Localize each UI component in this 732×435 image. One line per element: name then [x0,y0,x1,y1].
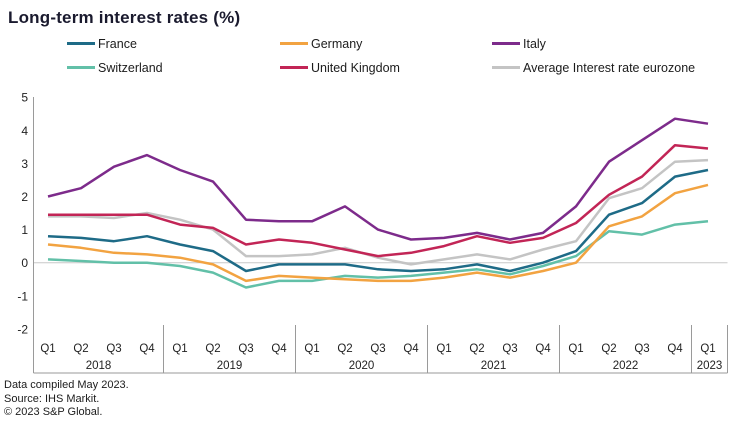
legend-label: Italy [523,36,546,51]
y-axis-tick-label: 0 [21,256,28,270]
series-line-italy [47,117,709,241]
y-axis-tick-label: 5 [21,91,28,105]
legend-swatch-average-interest-rate-eurozone [492,66,520,69]
chart-legend: France Germany Italy Switzerland United King… [0,36,732,75]
y-axis-tick-label: 2 [21,190,28,204]
x-axis-quarter-label: Q3 [370,343,385,355]
x-axis-quarter-label: Q2 [337,343,352,355]
x-axis-quarter-label: Q4 [139,343,155,355]
y-axis-tick-label: -2 [17,322,28,336]
chart-footer: Data compiled May 2023. Source: IHS Mark… [4,379,129,420]
legend-swatch-france [67,42,95,45]
x-axis-quarter-label: Q1 [304,343,319,355]
legend-swatch-germany [280,42,308,45]
legend-label: France [98,36,137,51]
x-axis-quarter-label: Q4 [403,343,419,355]
legend-swatch-united-kingdom [280,66,308,69]
series-line-germany [47,183,709,283]
legend-item-italy: Italy [492,36,732,51]
y-axis-tick-label: 1 [21,223,28,237]
legend-swatch-switzerland [67,66,95,69]
x-axis-year-label: 2020 [349,360,375,372]
x-axis-quarter-label: Q1 [40,343,55,355]
x-axis-quarter-label: Q1 [436,343,451,355]
legend-item-united-kingdom: United Kingdom [280,60,492,75]
x-axis-quarter-label: Q4 [667,343,683,355]
chart-title: Long-term interest rates (%) [8,8,241,27]
legend-item-germany: Germany [280,36,492,51]
x-axis-quarter-label: Q2 [73,343,88,355]
x-axis-year-label: 2018 [86,360,112,372]
y-axis-tick-label: 4 [21,124,28,138]
x-axis-quarter-label: Q3 [238,343,253,355]
legend-label: United Kingdom [311,60,400,75]
legend-item-france: France [67,36,280,51]
series-line-france [47,168,709,273]
legend-item-switzerland: Switzerland [67,60,280,75]
series-line-united-kingdom [48,143,709,258]
x-axis-quarter-label: Q1 [172,343,187,355]
x-axis-year-label: 2023 [697,360,723,372]
x-axis-quarter-label: Q3 [502,343,517,355]
x-axis-year-label: 2022 [613,360,639,372]
y-axis-tick-label: -1 [17,289,28,303]
legend-label: Switzerland [98,60,163,75]
legend-label: Average Interest rate eurozone [523,60,696,75]
footer-compiled-note: Data compiled May 2023. [4,379,129,391]
footer-copyright-note: © 2023 S&P Global. [4,406,103,418]
footer-source-note: Source: IHS Markit. [4,392,100,405]
x-axis-year-label: 2021 [481,360,507,372]
legend-item-average-interest-rate-eurozone: Average Interest rate eurozone [492,60,732,75]
x-axis-quarter-label: Q2 [205,343,220,355]
x-axis-quarter-label: Q1 [700,343,715,355]
x-axis-year-label: 2019 [217,360,243,372]
x-axis-quarter-label: Q3 [634,343,649,355]
legend-label: Germany [311,36,363,51]
x-axis-quarter-label: Q4 [271,343,287,355]
x-axis-quarter-label: Q2 [469,343,484,355]
x-axis-quarter-label: Q4 [535,343,551,355]
x-axis-quarter-label: Q1 [568,343,583,355]
x-axis-quarter-label: Q3 [106,343,121,355]
y-axis-tick-label: 3 [21,157,28,171]
legend-swatch-italy [492,42,520,45]
x-axis-quarter-label: Q2 [601,343,616,355]
series-line-average-interest-rate-eurozone [48,158,709,266]
